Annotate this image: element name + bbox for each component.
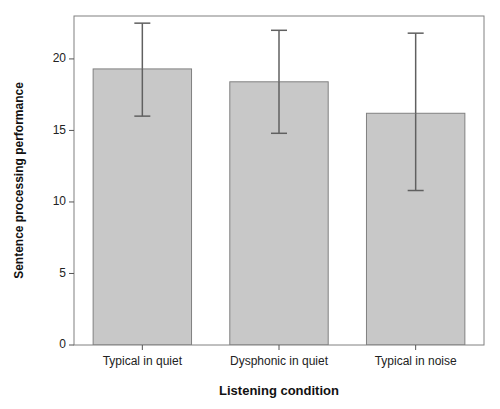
x-axis-label: Listening condition [219,383,339,398]
y-tick [69,345,74,346]
x-tick [142,345,143,350]
y-tick-label: 5 [59,266,66,280]
error-cap [408,32,424,34]
plot-background [74,16,484,345]
y-tick [69,201,74,202]
error-bar-upper [271,30,287,81]
plot-area [93,23,465,345]
y-axis: 0 5 10 15 20 [53,51,74,351]
error-whisker [415,113,417,190]
chart-container: 0 5 10 15 20 Typical in quiet Dysphonic in qui… [0,0,500,409]
error-cap [271,30,287,32]
y-tick-label: 15 [53,123,67,137]
error-whisker [142,69,144,116]
error-bar-lower [408,113,424,190]
error-bar-lower [271,82,287,133]
error-whisker [278,30,280,81]
y-tick [69,58,74,59]
x-tick-label: Typical in noise [375,354,457,368]
error-whisker [415,33,417,113]
y-tick-label: 0 [59,337,66,351]
error-bar-upper [408,33,424,113]
x-tick-label: Dysphonic in quiet [230,354,329,368]
y-tick [69,130,74,131]
error-whisker [278,82,280,133]
bar [93,69,191,345]
error-whisker [142,23,144,69]
x-tick [279,345,280,350]
error-cap [134,115,150,117]
error-bar-upper [134,23,150,69]
x-tick [415,345,416,350]
plot-frame [74,16,484,345]
error-cap [271,133,287,135]
x-tick-label: Typical in quiet [103,354,183,368]
y-tick-label: 10 [53,194,67,208]
x-axis: Typical in quiet Dysphonic in quiet Typica… [103,345,457,368]
error-cap [408,190,424,192]
y-tick [69,273,74,274]
error-cap [134,22,150,24]
chart-svg: 0 5 10 15 20 Typical in quiet Dysphonic in qui… [0,0,500,409]
error-bar-lower [134,69,150,116]
bar [366,113,464,345]
y-tick-label: 20 [53,51,67,65]
y-axis-label: Sentence processing performance [12,82,26,279]
page: {"chart_data": {"type": "bar", "categori… [0,0,500,409]
bar [230,82,328,345]
